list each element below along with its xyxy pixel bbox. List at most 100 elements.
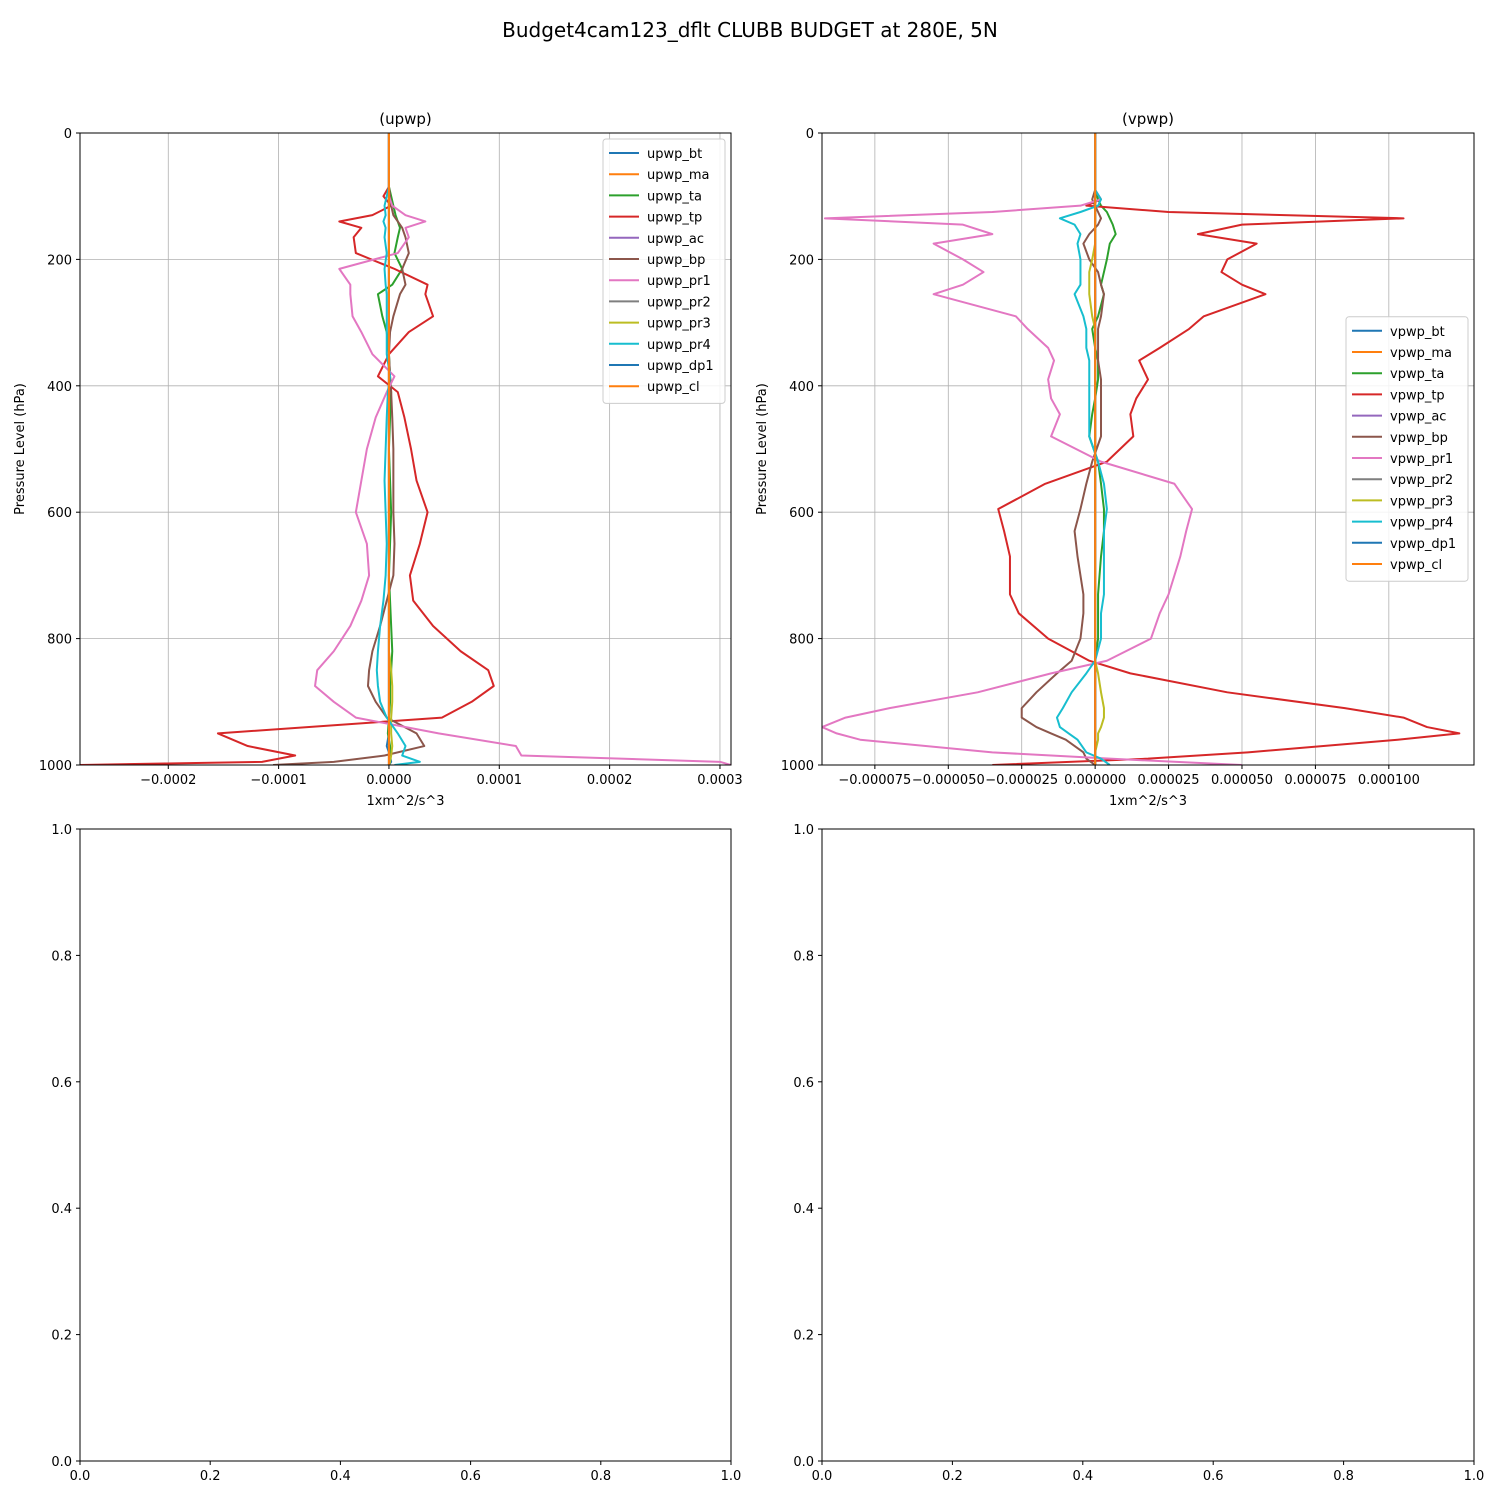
y-tick-label: 0.2 bbox=[51, 1329, 72, 1344]
y-tick-label: 1000 bbox=[781, 759, 814, 774]
axes-frame bbox=[821, 132, 1475, 766]
y-tick-label: 200 bbox=[789, 253, 814, 268]
legend-label-upwp_bp: upwp_bp bbox=[647, 253, 705, 268]
x-tick-label: 0.6 bbox=[1203, 1469, 1224, 1484]
figure-suptitle: Budget4cam123_dflt CLUBB BUDGET at 280E,… bbox=[502, 18, 998, 42]
y-tick-label: 200 bbox=[47, 253, 72, 268]
y-tick-label: 1.0 bbox=[51, 823, 72, 838]
x-tick-label: −0.0002 bbox=[140, 773, 196, 788]
y-tick-label: 0.8 bbox=[51, 949, 72, 964]
x-tick-label: 0.000100 bbox=[1358, 773, 1420, 788]
legend: upwp_bt upwp_ma upwp_ta upwp_tp upwp_ac upwp_… bbox=[602, 138, 726, 404]
y-tick-label: 800 bbox=[47, 633, 72, 648]
x-tick-label: 0.8 bbox=[1333, 1469, 1354, 1484]
legend-label-vpwp_ta: vpwp_ta bbox=[1390, 367, 1444, 382]
legend-label-upwp_bt: upwp_bt bbox=[647, 147, 702, 162]
y-axis-label: Pressure Level (hPa) bbox=[755, 383, 770, 515]
y-tick-label: 0 bbox=[64, 127, 72, 142]
y-tick-label: 0.0 bbox=[793, 1455, 814, 1470]
series-group bbox=[822, 133, 1461, 765]
x-tick-label: 0.8 bbox=[590, 1469, 611, 1484]
x-tick-label: 0.0 bbox=[70, 1469, 91, 1484]
legend-label-upwp_tp: upwp_tp bbox=[647, 211, 702, 226]
series-line-upwp_pr1 bbox=[314, 133, 731, 765]
x-tick-label: 0.000075 bbox=[1284, 773, 1346, 788]
x-tick-label: −0.000050 bbox=[912, 773, 985, 788]
x-tick-label: 0.0001 bbox=[477, 773, 523, 788]
x-tick-label: 0.4 bbox=[1072, 1469, 1093, 1484]
series-group bbox=[80, 133, 731, 765]
x-tick-label: 0.6 bbox=[460, 1469, 481, 1484]
x-tick-label: 0.4 bbox=[330, 1469, 351, 1484]
y-tick-label: 600 bbox=[789, 506, 814, 521]
legend-label-vpwp_bt: vpwp_bt bbox=[1390, 325, 1445, 340]
axes-title: (vpwp) bbox=[1122, 110, 1174, 128]
x-tick-label: −0.000025 bbox=[985, 773, 1058, 788]
legend-label-vpwp_pr4: vpwp_pr4 bbox=[1390, 516, 1453, 531]
y-tick-label: 600 bbox=[47, 506, 72, 521]
axes-0: −0.0002 −0.0001 0.0000 0.0001 0.0002 0.0003 0 2… bbox=[13, 110, 743, 809]
x-tick-label: 0.000000 bbox=[1064, 773, 1126, 788]
legend-label-vpwp_cl: vpwp_cl bbox=[1390, 558, 1442, 573]
y-tick-label: 1.0 bbox=[793, 823, 814, 838]
legend-label-upwp_pr4: upwp_pr4 bbox=[647, 338, 711, 353]
series-line-vpwp_bp bbox=[1020, 133, 1105, 765]
series-line-upwp_pr4 bbox=[375, 133, 421, 765]
x-tick-label: 0.000050 bbox=[1211, 773, 1273, 788]
axes-frame bbox=[821, 828, 1475, 1462]
x-tick-label: 1.0 bbox=[721, 1469, 742, 1484]
legend-label-upwp_ac: upwp_ac bbox=[647, 232, 704, 247]
legend-box bbox=[1345, 316, 1469, 582]
series-line-upwp_bp bbox=[273, 133, 426, 765]
y-tick-label: 0.8 bbox=[793, 949, 814, 964]
axes-3: 0.0 0.2 0.4 0.6 0.8 1.0 0.0 0.2 0.4 0.6 0.8 1.0 bbox=[793, 823, 1484, 1484]
axes-1: −0.000075 −0.000050 −0.000025 0.000000 0.000… bbox=[755, 110, 1475, 809]
x-tick-label: 0.2 bbox=[200, 1469, 221, 1484]
x-axis-label: 1xm^2/s^3 bbox=[1109, 794, 1187, 809]
axes-frame bbox=[79, 828, 732, 1462]
x-tick-label: 0.0003 bbox=[697, 773, 743, 788]
x-tick-label: 0.2 bbox=[942, 1469, 963, 1484]
legend-label-upwp_ma: upwp_ma bbox=[647, 168, 710, 183]
x-tick-label: −0.000075 bbox=[838, 773, 911, 788]
y-tick-label: 0.0 bbox=[51, 1455, 72, 1470]
legend-label-vpwp_ma: vpwp_ma bbox=[1390, 346, 1452, 361]
series-line-upwp_tp bbox=[80, 133, 495, 765]
legend-label-upwp_pr2: upwp_pr2 bbox=[647, 295, 711, 310]
y-tick-label: 0.4 bbox=[793, 1202, 814, 1217]
x-tick-label: 0.000025 bbox=[1138, 773, 1200, 788]
legend-label-vpwp_tp: vpwp_tp bbox=[1390, 388, 1445, 403]
y-tick-label: 1000 bbox=[39, 759, 72, 774]
x-tick-label: 0.0 bbox=[812, 1469, 833, 1484]
y-tick-label: 400 bbox=[47, 380, 72, 395]
x-tick-label: 0.0000 bbox=[366, 773, 412, 788]
x-tick-label: 1.0 bbox=[1464, 1469, 1485, 1484]
legend-label-upwp_cl: upwp_cl bbox=[647, 380, 700, 395]
y-tick-label: 0 bbox=[806, 127, 814, 142]
y-tick-label: 0.2 bbox=[793, 1329, 814, 1344]
y-tick-label: 0.6 bbox=[51, 1076, 72, 1091]
legend-label-upwp_dp1: upwp_dp1 bbox=[647, 359, 714, 374]
x-tick-label: −0.0001 bbox=[250, 773, 306, 788]
x-axis-label: 1xm^2/s^3 bbox=[366, 794, 444, 809]
legend: vpwp_bt vpwp_ma vpwp_ta vpwp_tp vpwp_ac vpwp_… bbox=[1345, 316, 1469, 582]
legend-box bbox=[602, 138, 726, 404]
y-tick-label: 400 bbox=[789, 380, 814, 395]
legend-label-upwp_ta: upwp_ta bbox=[647, 189, 702, 204]
x-tick-label: 0.0002 bbox=[587, 773, 633, 788]
y-tick-label: 0.6 bbox=[793, 1076, 814, 1091]
y-tick-label: 0.4 bbox=[51, 1202, 72, 1217]
legend-label-vpwp_pr3: vpwp_pr3 bbox=[1390, 494, 1453, 509]
axes-frame bbox=[79, 132, 732, 766]
legend-label-vpwp_pr1: vpwp_pr1 bbox=[1390, 452, 1453, 467]
legend-label-upwp_pr3: upwp_pr3 bbox=[647, 317, 711, 332]
legend-label-upwp_pr1: upwp_pr1 bbox=[647, 274, 711, 289]
series-line-vpwp_pr4 bbox=[1055, 133, 1111, 765]
legend-label-vpwp_ac: vpwp_ac bbox=[1390, 410, 1446, 425]
y-tick-label: 800 bbox=[789, 633, 814, 648]
series-line-vpwp_tp bbox=[992, 133, 1461, 765]
series-line-vpwp_pr1 bbox=[822, 133, 1243, 765]
legend-label-vpwp_pr2: vpwp_pr2 bbox=[1390, 473, 1453, 488]
